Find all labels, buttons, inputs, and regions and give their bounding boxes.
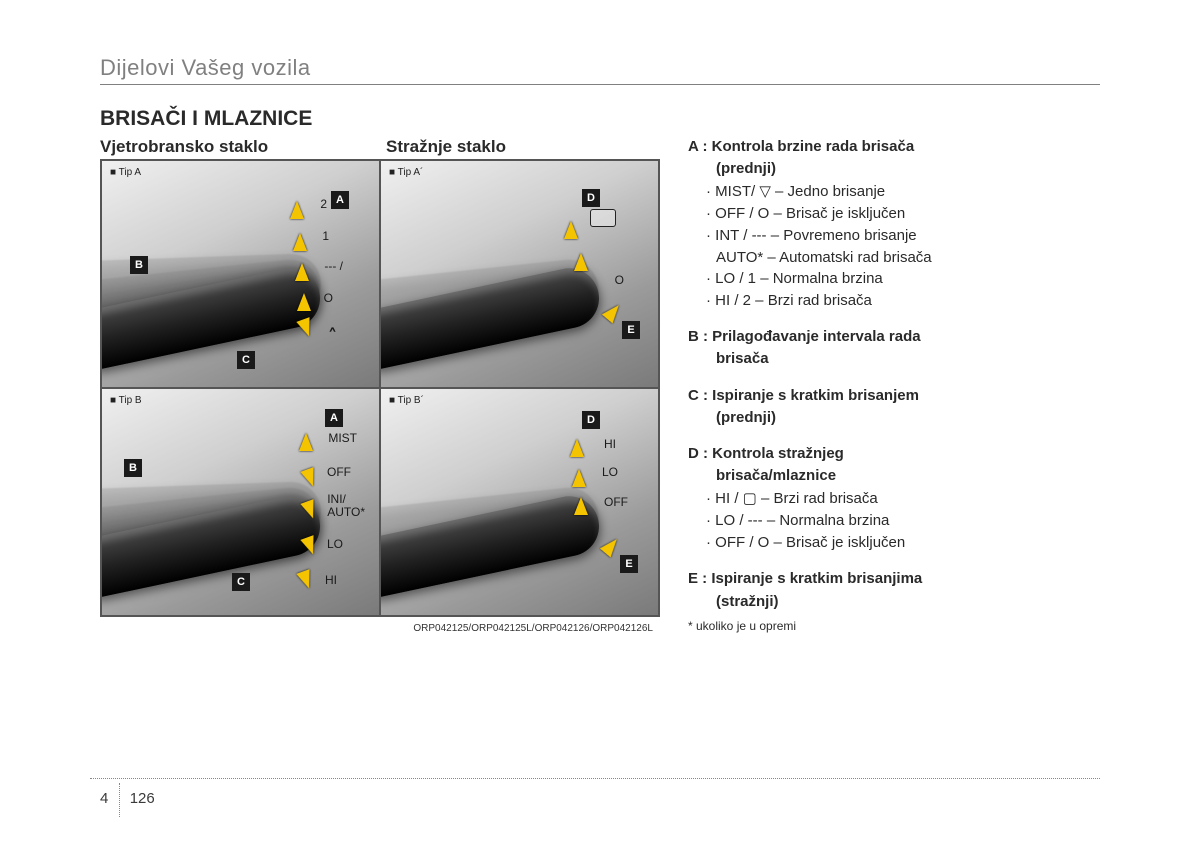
legend-a-item: OFF / O – Brisač je isključen (702, 204, 1100, 224)
content-row: Vjetrobransko staklo Stražnje staklo ■ T… (100, 137, 1100, 634)
legend-a-auto: AUTO* – Automatski rad brisača (688, 248, 1100, 268)
rear-window-icon (590, 209, 616, 227)
manual-page: Dijelovi Vašeg vozila BRISAČI I MLAZNICE… (100, 55, 1100, 634)
arrow-icon (602, 301, 624, 324)
legend-footnote: * ukoliko je u opremi (688, 618, 1100, 634)
arrow-icon (600, 535, 622, 558)
pos-o: O (324, 291, 333, 305)
tip-label: ■ Tip A (110, 167, 141, 178)
pos-ini: INI/ AUTO* (327, 493, 365, 519)
callout-tag-a: A (331, 191, 349, 209)
arrow-icon (564, 221, 578, 239)
figure-grid: ■ Tip A A B C 2 1 --- / O ∨ (100, 159, 660, 617)
arrow-icon (297, 293, 311, 311)
legend-a-item: MIST/ ▽ – Jedno brisanje (702, 182, 1100, 202)
arrow-icon (572, 469, 586, 487)
figure-cell-tip-b-front: ■ Tip B A B C MIST OFF INI/ AUTO* LO HI (101, 388, 380, 616)
arrow-icon (570, 439, 584, 457)
callout-tag-c: C (232, 573, 250, 591)
legend: A : Kontrola brzine rada brisača (prednj… (688, 137, 1100, 634)
pos-lo: LO (602, 465, 618, 479)
legend-c-title2: (prednji) (688, 408, 1100, 428)
callout-tag-a: A (325, 409, 343, 427)
arrow-icon (290, 201, 304, 219)
tip-label: ■ Tip A´ (389, 167, 423, 178)
legend-c-title: C : Ispiranje s kratkim brisanjem (688, 386, 1100, 406)
legend-d-title2: brisača/mlaznice (688, 466, 1100, 486)
chapter-title: Dijelovi Vašeg vozila (100, 55, 1100, 85)
figure-reference-codes: ORP042125/ORP042125L/ORP042126/ORP042126… (93, 623, 653, 634)
callout-tag-c: C (237, 351, 255, 369)
callout-tag-d: D (582, 189, 600, 207)
pos-o: O (615, 273, 624, 287)
pos-hi: HI (604, 437, 616, 451)
callout-tag-b: B (124, 459, 142, 477)
callout-tag-d: D (582, 411, 600, 429)
pos-dash: --- / (324, 259, 343, 273)
figure-cell-tip-a-rear: ■ Tip A´ D E O (380, 160, 659, 388)
legend-a-item: INT / --- – Povremeno brisanje (702, 226, 1100, 246)
legend-e-title: E : Ispiranje s kratkim brisanjima (688, 569, 1100, 589)
mist-symbol: ∨ (328, 323, 337, 337)
legend-a-title: A : Kontrola brzine rada brisača (688, 137, 1100, 157)
page-number: 4 126 (100, 783, 155, 817)
pos-off: OFF (327, 465, 351, 479)
pos-lo: LO (327, 537, 343, 551)
arrow-icon (293, 233, 307, 251)
arrow-icon (299, 433, 313, 451)
tip-label: ■ Tip B (110, 395, 142, 406)
arrow-icon (296, 317, 315, 339)
arrow-icon (295, 263, 309, 281)
pos-2: 2 (320, 197, 327, 211)
legend-d-item: OFF / O – Brisač je isključen (702, 533, 1100, 553)
figure-cell-tip-a-front: ■ Tip A A B C 2 1 --- / O ∨ (101, 160, 380, 388)
arrow-icon (296, 569, 315, 591)
legend-d-title: D : Kontrola stražnjeg (688, 444, 1100, 464)
figure-block: Vjetrobransko staklo Stražnje staklo ■ T… (100, 137, 660, 634)
figure-header-right: Stražnje staklo (374, 137, 660, 159)
legend-a-title2: (prednji) (688, 159, 1100, 179)
pos-mist: MIST (328, 431, 357, 445)
legend-a-item: LO / 1 – Normalna brzina (702, 269, 1100, 289)
legend-d-item: LO / --- – Normalna brzina (702, 511, 1100, 531)
legend-e-title2: (stražnji) (688, 592, 1100, 612)
pos-1: 1 (322, 229, 329, 243)
legend-b-title: B : Prilagođavanje intervala rada (688, 327, 1100, 347)
legend-a-item: HI / 2 – Brzi rad brisača (702, 291, 1100, 311)
arrow-icon (574, 497, 588, 515)
legend-d-item: HI / ▢ – Brzi rad brisača (702, 489, 1100, 509)
chapter-number: 4 (100, 790, 108, 807)
figure-header-left: Vjetrobransko staklo (100, 137, 374, 159)
tip-label: ■ Tip B´ (389, 395, 424, 406)
pos-hi: HI (325, 573, 337, 587)
figure-cell-tip-b-rear: ■ Tip B´ D E HI LO OFF (380, 388, 659, 616)
callout-tag-e: E (620, 555, 638, 573)
callout-tag-b: B (130, 256, 148, 274)
page-footer: 4 126 (90, 778, 1100, 818)
arrow-icon (574, 253, 588, 271)
page-number-value: 126 (130, 790, 155, 807)
section-title: BRISAČI I MLAZNICE (100, 107, 1100, 131)
callout-tag-e: E (622, 321, 640, 339)
pos-off: OFF (604, 495, 628, 509)
legend-b-title2: brisača (688, 349, 1100, 369)
